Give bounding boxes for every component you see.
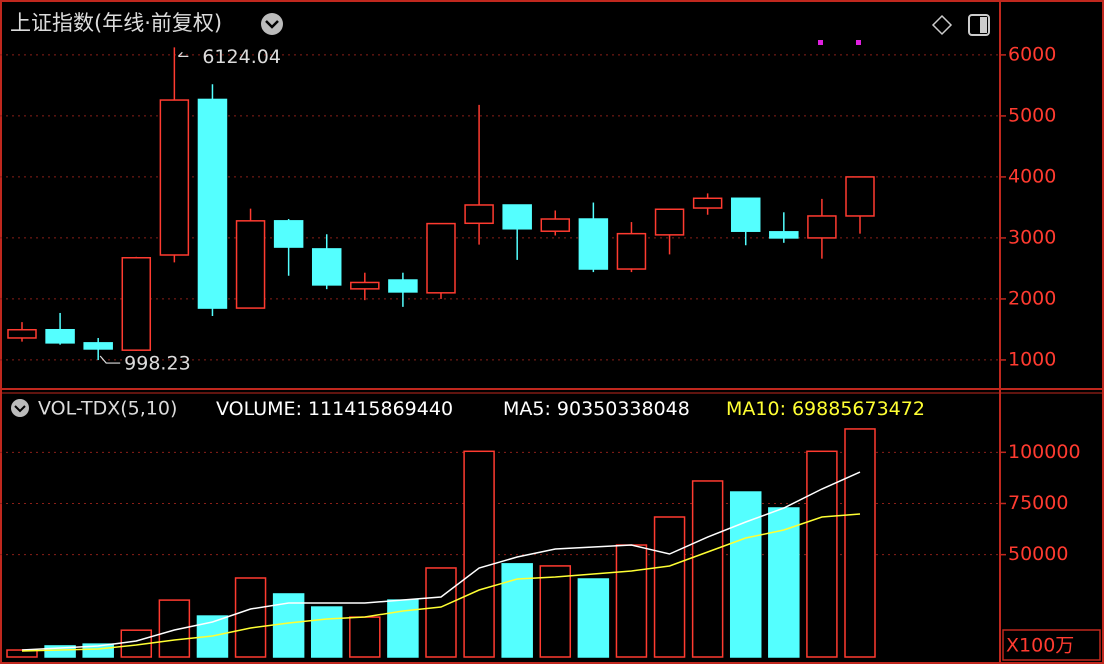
candle-body: [578, 218, 609, 270]
readout-value: 111415869440: [308, 398, 453, 420]
readout-label: MA5:: [503, 398, 551, 420]
volume-bar: [806, 450, 838, 658]
dropdown-icon[interactable]: [261, 13, 283, 35]
volume-bar: [234, 577, 267, 658]
y-tick-label: 1000: [1008, 348, 1056, 370]
candle-body: [159, 99, 190, 256]
volume-bar: [463, 450, 495, 658]
candle-body: [845, 176, 875, 217]
y-tick-label: 100000: [1008, 441, 1081, 463]
annotation-arrow: [99, 355, 121, 364]
y-tick-label: 5000: [1008, 104, 1056, 126]
candle-body: [769, 231, 799, 239]
marker-dot: [818, 40, 823, 45]
volume-bar: [615, 544, 648, 658]
indicator-readout: MA5: 90350338048: [503, 398, 690, 420]
candle-body: [350, 281, 380, 290]
candle-body: [654, 208, 685, 236]
candle-body: [616, 232, 647, 270]
candle-body: [388, 279, 418, 293]
indicator-name: VOL-TDX(5,10): [38, 398, 177, 420]
moving-average-line: [21, 513, 861, 652]
indicator-readout: MA10: 69885673472: [726, 398, 925, 420]
readout-value: 90350338048: [557, 398, 690, 420]
y-tick-label: 50000: [1008, 543, 1068, 565]
volume-bar: [501, 563, 533, 658]
volume-bar: [539, 565, 572, 658]
high-annotation: 6124.04: [202, 46, 281, 68]
volume-bar: [6, 649, 38, 658]
y-tick-label: 75000: [1008, 492, 1068, 514]
y-tick-label: 3000: [1008, 226, 1056, 248]
chart-title: 上证指数(年线·前复权): [10, 11, 222, 35]
candle-body: [730, 197, 761, 232]
readout-label: MA10:: [726, 398, 786, 420]
unit-label: X100万: [1006, 635, 1074, 657]
candle-body: [121, 257, 152, 351]
volume-bar: [844, 428, 876, 658]
candle-body: [426, 222, 456, 294]
y-tick-label: 2000: [1008, 287, 1056, 309]
readout-value: 69885673472: [792, 398, 925, 420]
candle-body: [464, 204, 494, 225]
moving-average-line: [21, 471, 861, 651]
volume-bar: [349, 616, 381, 658]
diamond-icon[interactable]: [931, 14, 953, 36]
volume-bar: [158, 599, 191, 658]
volume-bar: [387, 599, 419, 658]
volume-bar: [729, 491, 762, 658]
candle-body: [7, 328, 37, 339]
layout-icon[interactable]: [968, 14, 990, 36]
candle-body: [45, 328, 75, 344]
volume-bar: [425, 567, 457, 658]
volume-bar: [310, 606, 343, 658]
marker-dot: [856, 40, 861, 45]
volume-bar: [653, 516, 686, 658]
low-annotation: 998.23: [124, 353, 190, 375]
indicator-readout: VOLUME: 111415869440: [216, 398, 453, 420]
candle-body: [273, 220, 304, 248]
y-tick-label: 4000: [1008, 165, 1056, 187]
indicator-icon[interactable]: [11, 399, 29, 417]
readout-label: VOLUME:: [216, 398, 302, 420]
volume-bar: [691, 480, 724, 658]
volume-bar: [577, 578, 610, 658]
volume-bar: [44, 645, 76, 658]
candle-body: [235, 220, 266, 309]
candle-body: [311, 248, 342, 286]
candle-body: [83, 342, 113, 350]
volume-bar: [82, 643, 114, 658]
unit-box: [1002, 629, 1101, 661]
candle-body: [502, 204, 532, 230]
candle-body: [807, 215, 837, 239]
candle-body: [692, 197, 723, 209]
candle-body: [540, 218, 571, 232]
candle-body: [197, 98, 228, 309]
annotation-arrow: [177, 51, 189, 57]
y-tick-label: 6000: [1008, 43, 1056, 65]
